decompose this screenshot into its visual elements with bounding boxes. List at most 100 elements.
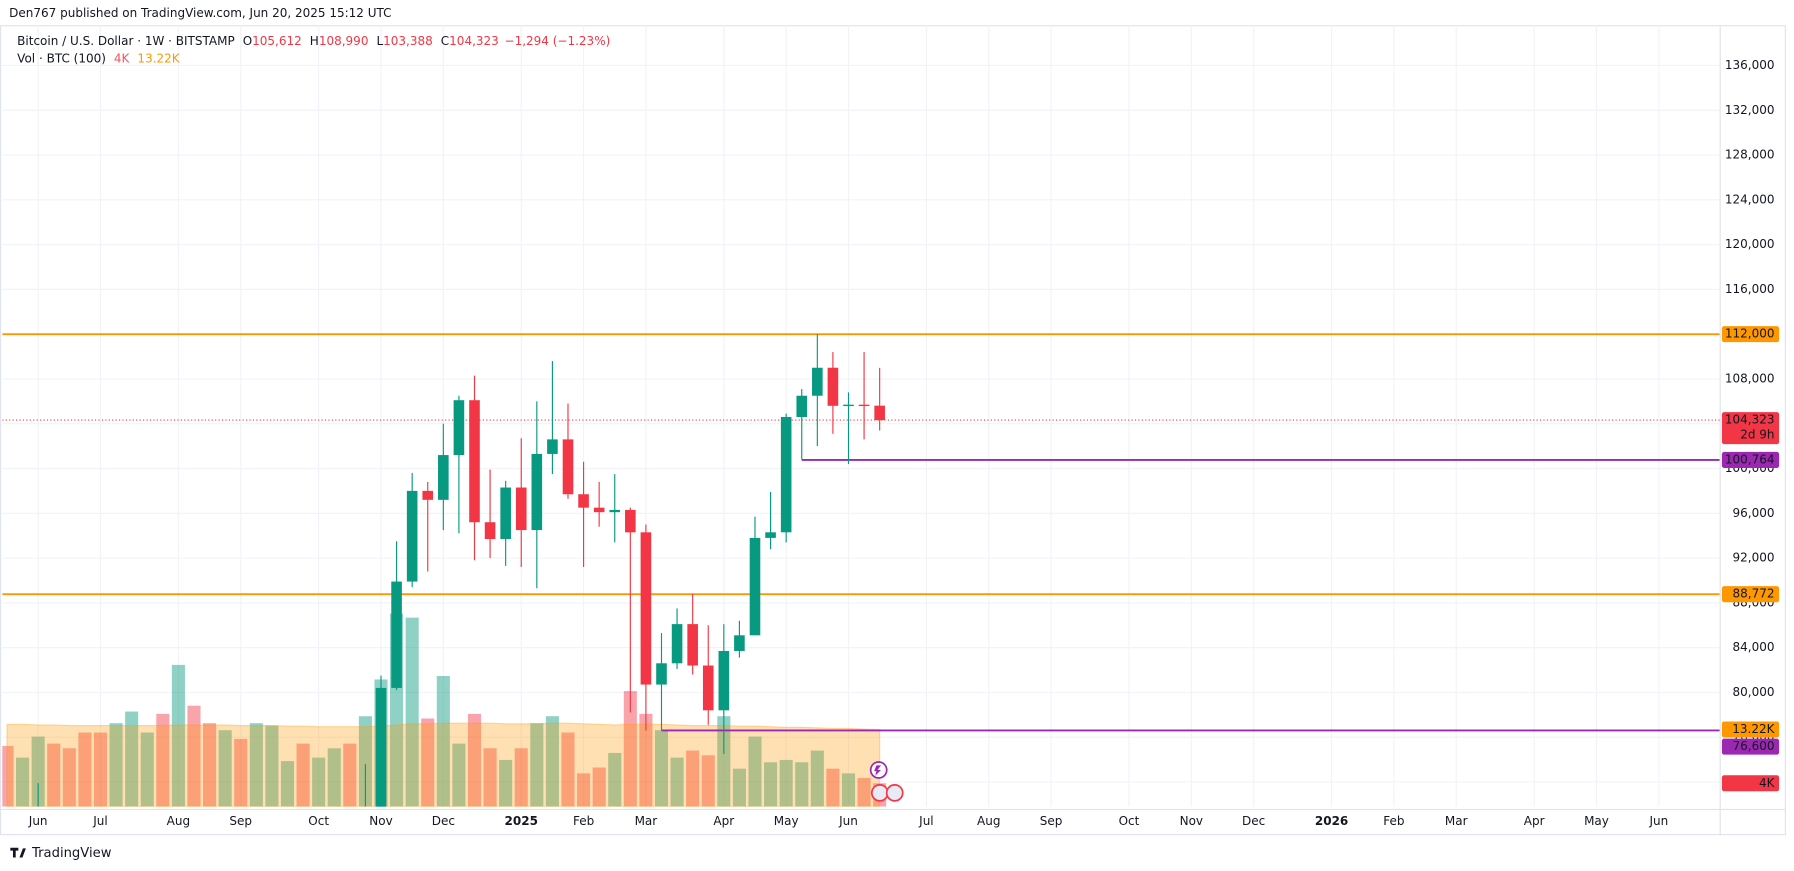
legend-change: −1,294 (−1.23%) [505,34,611,48]
x-tick-label: Apr [713,814,734,828]
candle-body [749,537,761,636]
legend-symbol: Bitcoin / U.S. Dollar · 1W · BITSTAMP [17,34,235,48]
volume-bar [748,736,762,807]
x-tick-label: Sep [1040,814,1063,828]
volume-bar [265,725,279,807]
price-badge [1721,586,1780,603]
candle-body [734,635,745,651]
volume-bar [764,762,778,807]
volume-bar [358,716,372,807]
levels [2,333,1720,732]
volume-bar [421,718,435,807]
price-badge-label: 2d 9h [1740,427,1774,441]
price-badge [1721,451,1780,468]
x-tick-label: Feb [1383,814,1404,828]
volume-bar [156,713,170,807]
volume-bar [810,750,824,807]
y-tick-label: 108,000 [1725,371,1775,385]
candle-body [515,487,527,531]
candle-body [500,487,511,540]
event-icon[interactable] [870,783,889,802]
candle-body [874,405,885,421]
x-tick-label: May [1584,814,1609,828]
volume-bar [405,617,419,807]
candle-body [796,395,808,417]
x-tick-label: Mar [635,814,658,828]
volume-bar [343,743,357,807]
x-tick-label: Nov [369,814,392,828]
x-tick-label: Oct [1119,814,1140,828]
volume-bar [234,738,248,807]
volume-bar [530,723,544,807]
y-tick-label: 128,000 [1725,148,1775,162]
candle-body [547,439,558,454]
y-tick-label: 116,000 [1725,282,1775,296]
volume-bar [93,732,108,807]
legend-value: 103,388 [383,34,433,48]
x-tick-label: Aug [977,814,1000,828]
volume-bar [296,743,310,807]
x-tick-label: Dec [1242,814,1265,828]
x-tick-label: 2026 [1315,814,1348,828]
y-tick-label: 96,000 [1733,506,1775,520]
candle-body [858,404,870,407]
logo: TradingView [10,846,112,861]
candle-body [812,367,823,396]
volume-bar [545,716,559,807]
candle-body [656,663,667,685]
x-tick-label: Jun [1648,814,1668,828]
volume-bar [2,745,14,807]
volume-bar [577,773,591,807]
volume-bar [203,723,217,807]
volume-bar [16,757,30,807]
x-tick-label: Jul [918,814,933,828]
volume-bar [125,711,139,807]
x-tick-label: Nov [1180,814,1203,828]
volume-pane [2,613,887,807]
volume-bar [561,732,575,807]
volume-bar [109,723,123,807]
header: Den767 published on TradingView.com, Jun… [9,6,391,20]
volume-bar [31,736,45,807]
legend-key: C [441,34,449,48]
candle-body [640,532,652,685]
volume-ma-area [6,722,881,807]
event-icon[interactable] [885,783,904,802]
x-tick-label: Dec [432,814,455,828]
legend-volume-value: 4K [114,51,131,65]
volume-bar [327,748,341,807]
candle-body [765,532,776,538]
candle-body [391,581,402,688]
footer: TradingView [31,846,112,861]
x-tick-label: Jul [92,814,107,828]
legend-value: 105,612 [252,34,302,48]
volume-bar [467,713,482,807]
candle-body [671,624,683,664]
candle-body [687,624,698,666]
price-badge-label: 104,323 [1725,413,1775,427]
legend-value: 108,990 [319,34,369,48]
volume-bar [187,705,201,807]
candle-body [609,509,621,513]
volume-bar [701,755,715,807]
price-badge [1721,721,1780,738]
price-badge [1721,775,1780,792]
candle-body [562,439,574,495]
y-tick-label: 92,000 [1733,551,1775,565]
candle-body [484,522,496,540]
volume-bar [654,730,669,807]
legend-key: H [310,34,319,48]
x-tick-label: Sep [229,814,252,828]
volume-bar [779,759,793,807]
price-badge-label: 4K [1759,776,1776,790]
volume-bar [639,713,653,807]
price-badge [1721,738,1780,755]
price-badge-label: 100,764 [1725,452,1775,466]
candle-body [827,367,839,406]
price-badge-label: 112,000 [1725,327,1775,341]
event-icon-glyph [874,765,881,776]
volume-bar [841,773,856,807]
volume-bar [436,675,450,807]
